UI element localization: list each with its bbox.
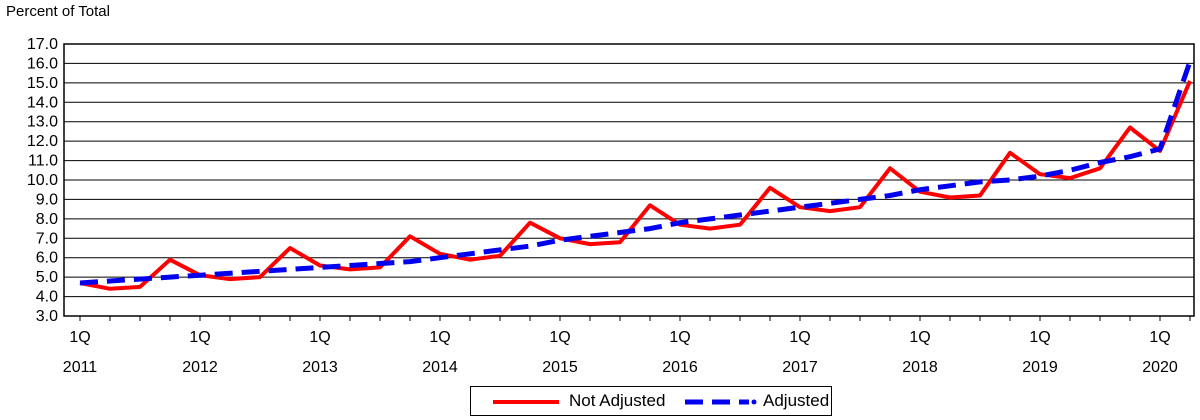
x-tick-label-quarter: 1Q bbox=[1029, 329, 1050, 346]
y-tick-label: 16.0 bbox=[27, 55, 58, 72]
x-tick-label-quarter: 1Q bbox=[69, 329, 90, 346]
x-tick-label-quarter: 1Q bbox=[429, 329, 450, 346]
legend-swatch-adjusted bbox=[685, 399, 757, 405]
x-tick-label-year: 2016 bbox=[662, 359, 698, 376]
y-tick-label: 11.0 bbox=[28, 153, 58, 170]
y-axis-title: Percent of Total bbox=[6, 3, 110, 20]
x-tick-label-year: 2014 bbox=[422, 359, 458, 376]
x-tick-label-year: 2015 bbox=[542, 359, 578, 376]
x-tick-label-quarter: 1Q bbox=[909, 329, 930, 346]
x-tick-label-quarter: 1Q bbox=[309, 329, 330, 346]
legend-swatch-not-adjusted bbox=[493, 400, 559, 404]
y-tick-label: 13.0 bbox=[27, 114, 58, 131]
x-tick-label-quarter: 1Q bbox=[549, 329, 570, 346]
y-tick-label: 3.0 bbox=[36, 308, 58, 325]
y-tick-label: 7.0 bbox=[36, 230, 58, 247]
y-tick-label: 6.0 bbox=[36, 250, 58, 267]
legend-label-adjusted: Adjusted bbox=[763, 391, 830, 410]
x-tick-label-year: 2013 bbox=[302, 359, 338, 376]
x-tick-label-year: 2018 bbox=[902, 359, 938, 376]
y-tick-label: 10.0 bbox=[27, 172, 58, 189]
y-tick-label: 8.0 bbox=[36, 211, 58, 228]
y-tick-label: 9.0 bbox=[36, 191, 58, 208]
y-tick-label: 14.0 bbox=[27, 94, 58, 111]
series-line-not-adjusted bbox=[79, 80, 1192, 291]
line-chart: 3.0 4.0 5.0 6.0 7.0 8.0 9.0 10.0 11.0 12.0 13.0 14.… bbox=[27, 36, 1195, 376]
x-tick-label-quarter: 1Q bbox=[189, 329, 210, 346]
series-line-adjusted bbox=[79, 60, 1193, 286]
x-tick-label-year: 2017 bbox=[782, 359, 818, 376]
y-tick-label: 15.0 bbox=[27, 75, 58, 92]
legend-label-not-adjusted: Not Adjusted bbox=[569, 391, 666, 410]
x-tick-label-year: 2012 bbox=[182, 359, 218, 376]
y-tick-label: 17.0 bbox=[27, 36, 58, 53]
plot-area-border bbox=[63, 43, 1195, 317]
x-tick-label-quarter: 1Q bbox=[789, 329, 810, 346]
y-tick-label: 4.0 bbox=[36, 289, 58, 306]
x-tick-label-year: 2011 bbox=[63, 359, 98, 376]
x-tick-label-year: 2019 bbox=[1022, 359, 1058, 376]
y-tick-label: 12.0 bbox=[27, 133, 58, 150]
x-tick-label-quarter: 1Q bbox=[669, 329, 690, 346]
y-tick-label: 5.0 bbox=[36, 269, 58, 286]
x-tick-label-year: 2020 bbox=[1142, 359, 1178, 376]
legend: Not Adjusted Adjusted bbox=[470, 386, 832, 416]
x-tick-label-quarter: 1Q bbox=[1149, 329, 1170, 346]
